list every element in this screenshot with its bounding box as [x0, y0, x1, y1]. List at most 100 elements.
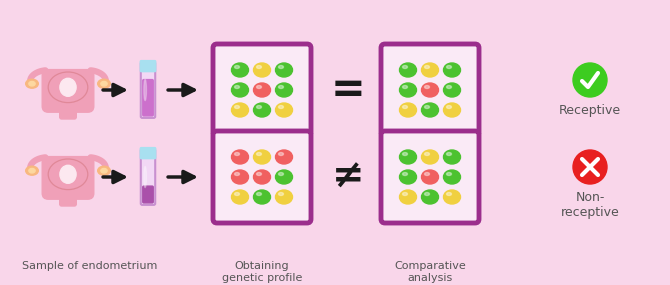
- Ellipse shape: [421, 83, 438, 97]
- FancyBboxPatch shape: [140, 61, 155, 72]
- Ellipse shape: [234, 86, 239, 89]
- Ellipse shape: [446, 105, 452, 109]
- Ellipse shape: [446, 192, 452, 196]
- Ellipse shape: [232, 190, 249, 204]
- Ellipse shape: [29, 168, 35, 173]
- Ellipse shape: [232, 150, 249, 164]
- Ellipse shape: [29, 82, 35, 86]
- Ellipse shape: [275, 190, 293, 204]
- Ellipse shape: [257, 192, 261, 196]
- Ellipse shape: [25, 79, 38, 88]
- Ellipse shape: [403, 86, 407, 89]
- Ellipse shape: [403, 66, 407, 68]
- Ellipse shape: [446, 152, 452, 156]
- FancyBboxPatch shape: [141, 62, 155, 118]
- Ellipse shape: [444, 63, 460, 77]
- Ellipse shape: [421, 150, 438, 164]
- Ellipse shape: [444, 103, 460, 117]
- Ellipse shape: [257, 86, 261, 89]
- Text: Comparative
analysis: Comparative analysis: [394, 261, 466, 283]
- Ellipse shape: [253, 103, 271, 117]
- Ellipse shape: [144, 166, 147, 188]
- Text: Obtaining
genetic profile: Obtaining genetic profile: [222, 261, 302, 283]
- Text: =: =: [330, 69, 365, 111]
- Ellipse shape: [279, 192, 283, 196]
- FancyBboxPatch shape: [42, 70, 94, 112]
- Ellipse shape: [253, 83, 271, 97]
- Ellipse shape: [446, 172, 452, 176]
- Ellipse shape: [253, 170, 271, 184]
- Ellipse shape: [279, 152, 283, 156]
- Ellipse shape: [421, 103, 438, 117]
- Ellipse shape: [232, 63, 249, 77]
- Ellipse shape: [234, 105, 239, 109]
- Ellipse shape: [234, 172, 239, 176]
- Ellipse shape: [399, 103, 417, 117]
- Ellipse shape: [60, 78, 76, 96]
- Ellipse shape: [425, 86, 429, 89]
- FancyBboxPatch shape: [42, 156, 94, 199]
- Ellipse shape: [403, 172, 407, 176]
- Text: Sample of endometrium: Sample of endometrium: [22, 261, 157, 271]
- FancyBboxPatch shape: [381, 131, 479, 223]
- Ellipse shape: [257, 172, 261, 176]
- Ellipse shape: [253, 150, 271, 164]
- Text: Non-
receptive: Non- receptive: [561, 191, 619, 219]
- Ellipse shape: [425, 105, 429, 109]
- FancyBboxPatch shape: [140, 148, 155, 159]
- Ellipse shape: [257, 152, 261, 156]
- Circle shape: [573, 150, 607, 184]
- FancyBboxPatch shape: [60, 188, 76, 206]
- Ellipse shape: [444, 150, 460, 164]
- Ellipse shape: [232, 170, 249, 184]
- Ellipse shape: [275, 150, 293, 164]
- Ellipse shape: [399, 63, 417, 77]
- Ellipse shape: [234, 152, 239, 156]
- Ellipse shape: [399, 150, 417, 164]
- Ellipse shape: [421, 190, 438, 204]
- Ellipse shape: [279, 66, 283, 68]
- FancyBboxPatch shape: [143, 186, 153, 203]
- Ellipse shape: [444, 190, 460, 204]
- Ellipse shape: [234, 66, 239, 68]
- Ellipse shape: [425, 172, 429, 176]
- Circle shape: [573, 63, 607, 97]
- Ellipse shape: [403, 192, 407, 196]
- Ellipse shape: [275, 63, 293, 77]
- Ellipse shape: [101, 82, 107, 86]
- Ellipse shape: [403, 105, 407, 109]
- Ellipse shape: [444, 83, 460, 97]
- Ellipse shape: [275, 83, 293, 97]
- Ellipse shape: [275, 103, 293, 117]
- FancyBboxPatch shape: [381, 44, 479, 136]
- Ellipse shape: [279, 172, 283, 176]
- FancyBboxPatch shape: [143, 80, 153, 116]
- FancyBboxPatch shape: [213, 131, 311, 223]
- Ellipse shape: [425, 192, 429, 196]
- FancyBboxPatch shape: [60, 101, 76, 119]
- Ellipse shape: [279, 105, 283, 109]
- Ellipse shape: [253, 63, 271, 77]
- Ellipse shape: [234, 192, 239, 196]
- Ellipse shape: [275, 170, 293, 184]
- Ellipse shape: [399, 170, 417, 184]
- Ellipse shape: [25, 166, 38, 175]
- Ellipse shape: [421, 170, 438, 184]
- Ellipse shape: [144, 80, 147, 101]
- Ellipse shape: [257, 66, 261, 68]
- Ellipse shape: [279, 86, 283, 89]
- Ellipse shape: [421, 63, 438, 77]
- Ellipse shape: [232, 103, 249, 117]
- Ellipse shape: [98, 79, 111, 88]
- Ellipse shape: [425, 66, 429, 68]
- Text: ≠: ≠: [332, 158, 364, 196]
- Ellipse shape: [399, 190, 417, 204]
- Ellipse shape: [257, 105, 261, 109]
- Ellipse shape: [101, 168, 107, 173]
- Ellipse shape: [399, 83, 417, 97]
- Ellipse shape: [446, 66, 452, 68]
- Ellipse shape: [425, 152, 429, 156]
- Text: Receptive: Receptive: [559, 104, 621, 117]
- Ellipse shape: [403, 152, 407, 156]
- FancyBboxPatch shape: [141, 149, 155, 205]
